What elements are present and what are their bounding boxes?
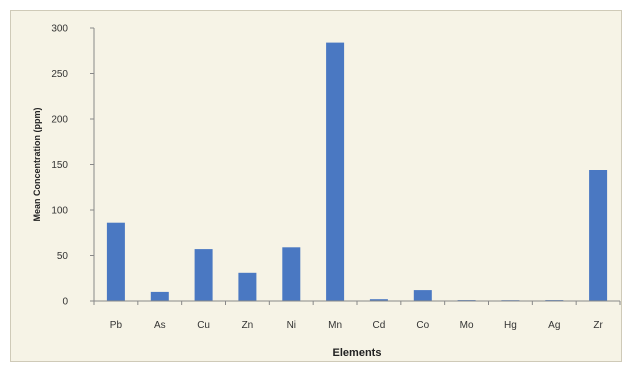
- x-tick-label: Ni: [287, 320, 296, 331]
- x-tick-label: Mo: [460, 320, 474, 331]
- x-tick-labels: Pb As Cu Zn Ni Mn Cd Co Mo Hg Ag Zr: [110, 320, 604, 331]
- y-tick-label: 250: [51, 69, 68, 80]
- bar-ni: [282, 247, 301, 301]
- y-tick-label: 200: [51, 115, 68, 126]
- bar-cu: [194, 249, 213, 301]
- y-axis-title: Mean Concentration (ppm): [32, 107, 42, 221]
- x-tick-label: Zn: [242, 320, 254, 331]
- x-tick-label: As: [154, 320, 166, 331]
- x-tick-label: Co: [416, 320, 429, 331]
- y-tick-label: 150: [51, 160, 68, 171]
- x-tick-label: Zr: [593, 320, 603, 331]
- x-axis-title: Elements: [333, 347, 382, 359]
- x-tick-label: Cu: [197, 320, 210, 331]
- x-tick-label: Cd: [373, 320, 386, 331]
- axes-group: [90, 27, 621, 305]
- x-tick-label: Pb: [110, 320, 123, 331]
- bar-cd: [369, 299, 388, 301]
- x-tick-label: Mn: [328, 320, 342, 331]
- bars-group: [106, 42, 608, 301]
- bar-pb: [106, 222, 125, 301]
- bar-co: [413, 290, 432, 301]
- bar-as: [150, 291, 169, 301]
- y-tick-label: 50: [57, 251, 69, 262]
- x-tick-label: Hg: [504, 320, 517, 331]
- bar-mn: [326, 42, 345, 301]
- bar-zr: [589, 170, 608, 301]
- chart-frame: [10, 10, 622, 362]
- bar-zn: [238, 272, 257, 301]
- y-tick-label: 300: [51, 24, 68, 35]
- x-tick-label: Ag: [548, 320, 560, 331]
- y-tick-label: 100: [51, 206, 68, 217]
- y-tick-label: 0: [62, 297, 68, 308]
- y-tick-labels: 0 50 100 150 200 250 300: [51, 24, 68, 308]
